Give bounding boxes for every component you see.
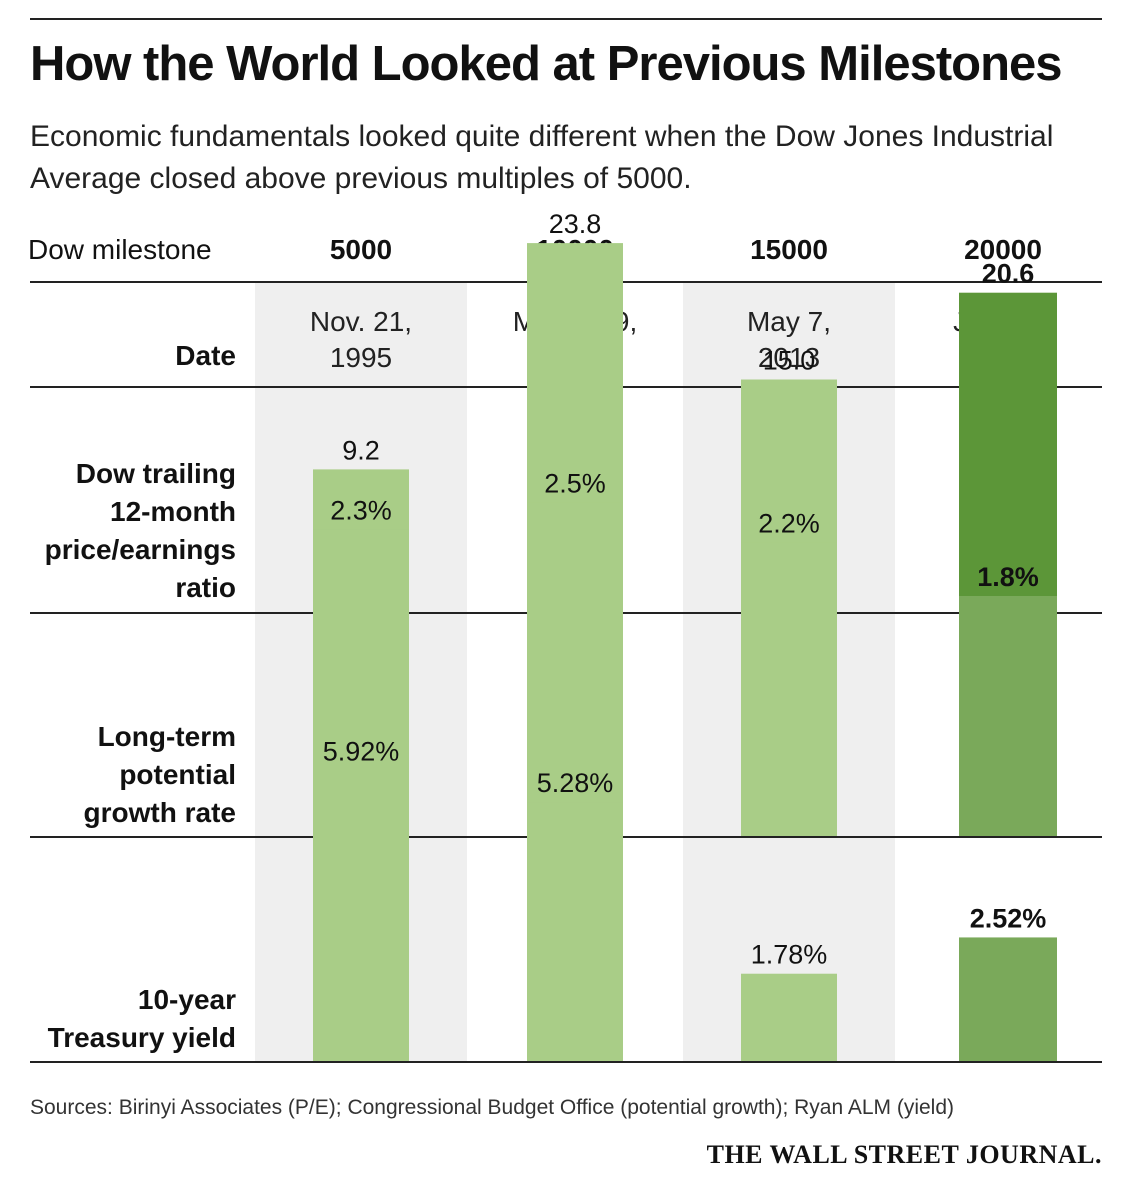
yield-row-divider xyxy=(30,1061,1102,1063)
date-5000: Nov. 21, 1995 xyxy=(254,304,468,376)
date-15000-line2: 2013 xyxy=(757,342,821,373)
milestone-15000: 15000 xyxy=(750,234,828,265)
milestone-5000: 5000 xyxy=(329,234,393,265)
pe-value-label-5000: 9.2 xyxy=(342,435,380,465)
date-15000: May 7, 2013 xyxy=(682,304,896,376)
milestone-20000: 20000 xyxy=(964,234,1042,265)
date-label: Date xyxy=(175,340,236,371)
row-label-yield: 10-year Treasury yield xyxy=(20,981,236,1057)
row-label-pe: Dow trailing 12-month price/earnings rat… xyxy=(20,455,236,607)
row-label-pe-line2: 12-month xyxy=(110,496,236,527)
chart-subtitle: Economic fundamentals looked quite diffe… xyxy=(30,120,1054,195)
yield-bar-15000 xyxy=(741,973,837,1061)
source-note: Sources: Birinyi Associates (P/E); Congr… xyxy=(30,1096,955,1119)
top-rule xyxy=(30,18,1102,20)
row-label-pe-line1: Dow trailing xyxy=(75,458,236,489)
pe-bar-20000 xyxy=(959,292,1057,612)
growth-bar-20000 xyxy=(959,596,1057,836)
pe-value-label-15000: 15.0 xyxy=(763,346,816,376)
row-label-growth-line3: growth rate xyxy=(83,797,236,828)
yield-bar-20000 xyxy=(959,937,1057,1061)
growth-value-label-10000: 2.5% xyxy=(544,469,606,499)
pe-value-label-10000: 23.8 xyxy=(549,209,602,239)
wsj-logo: THE WALL STREET JOURNAL. xyxy=(706,1140,1102,1169)
yield-bar-10000 xyxy=(527,802,623,1061)
yield-value-label-15000: 1.78% xyxy=(751,940,828,970)
yield-bar-5000 xyxy=(313,770,409,1061)
growth-bar-10000 xyxy=(527,502,623,836)
yield-value-label-5000: 5.92% xyxy=(323,737,400,767)
row-label-yield-line2: Treasury yield xyxy=(47,1022,236,1053)
date-5000-line2: 1995 xyxy=(329,342,393,373)
row-label-growth-line2: potential xyxy=(119,759,236,790)
chart-title: How the World Looked at Previous Milesto… xyxy=(30,37,1063,91)
pe-value-label-20000: 20.6 xyxy=(982,259,1035,289)
yield-value-label-10000: 5.28% xyxy=(537,768,614,798)
header-label: Dow milestone xyxy=(28,234,212,265)
growth-bar-15000 xyxy=(741,542,837,836)
yield-value-label-20000: 2.52% xyxy=(970,903,1047,933)
growth-value-label-15000: 2.2% xyxy=(758,509,820,539)
row-label-growth-line1: Long-term xyxy=(97,721,236,752)
row-label-pe-line4: ratio xyxy=(175,572,236,603)
row-label-yield-line1: 10-year xyxy=(137,984,236,1015)
row-label-pe-line3: price/earnings xyxy=(44,534,236,565)
growth-value-label-20000: 1.8% xyxy=(977,562,1039,592)
row-label-growth: Long-term potential growth rate xyxy=(20,718,236,832)
growth-value-label-5000: 2.3% xyxy=(330,495,392,525)
date-5000-line1: Nov. 21, xyxy=(309,306,413,337)
date-15000-line1: May 7, xyxy=(746,306,832,337)
